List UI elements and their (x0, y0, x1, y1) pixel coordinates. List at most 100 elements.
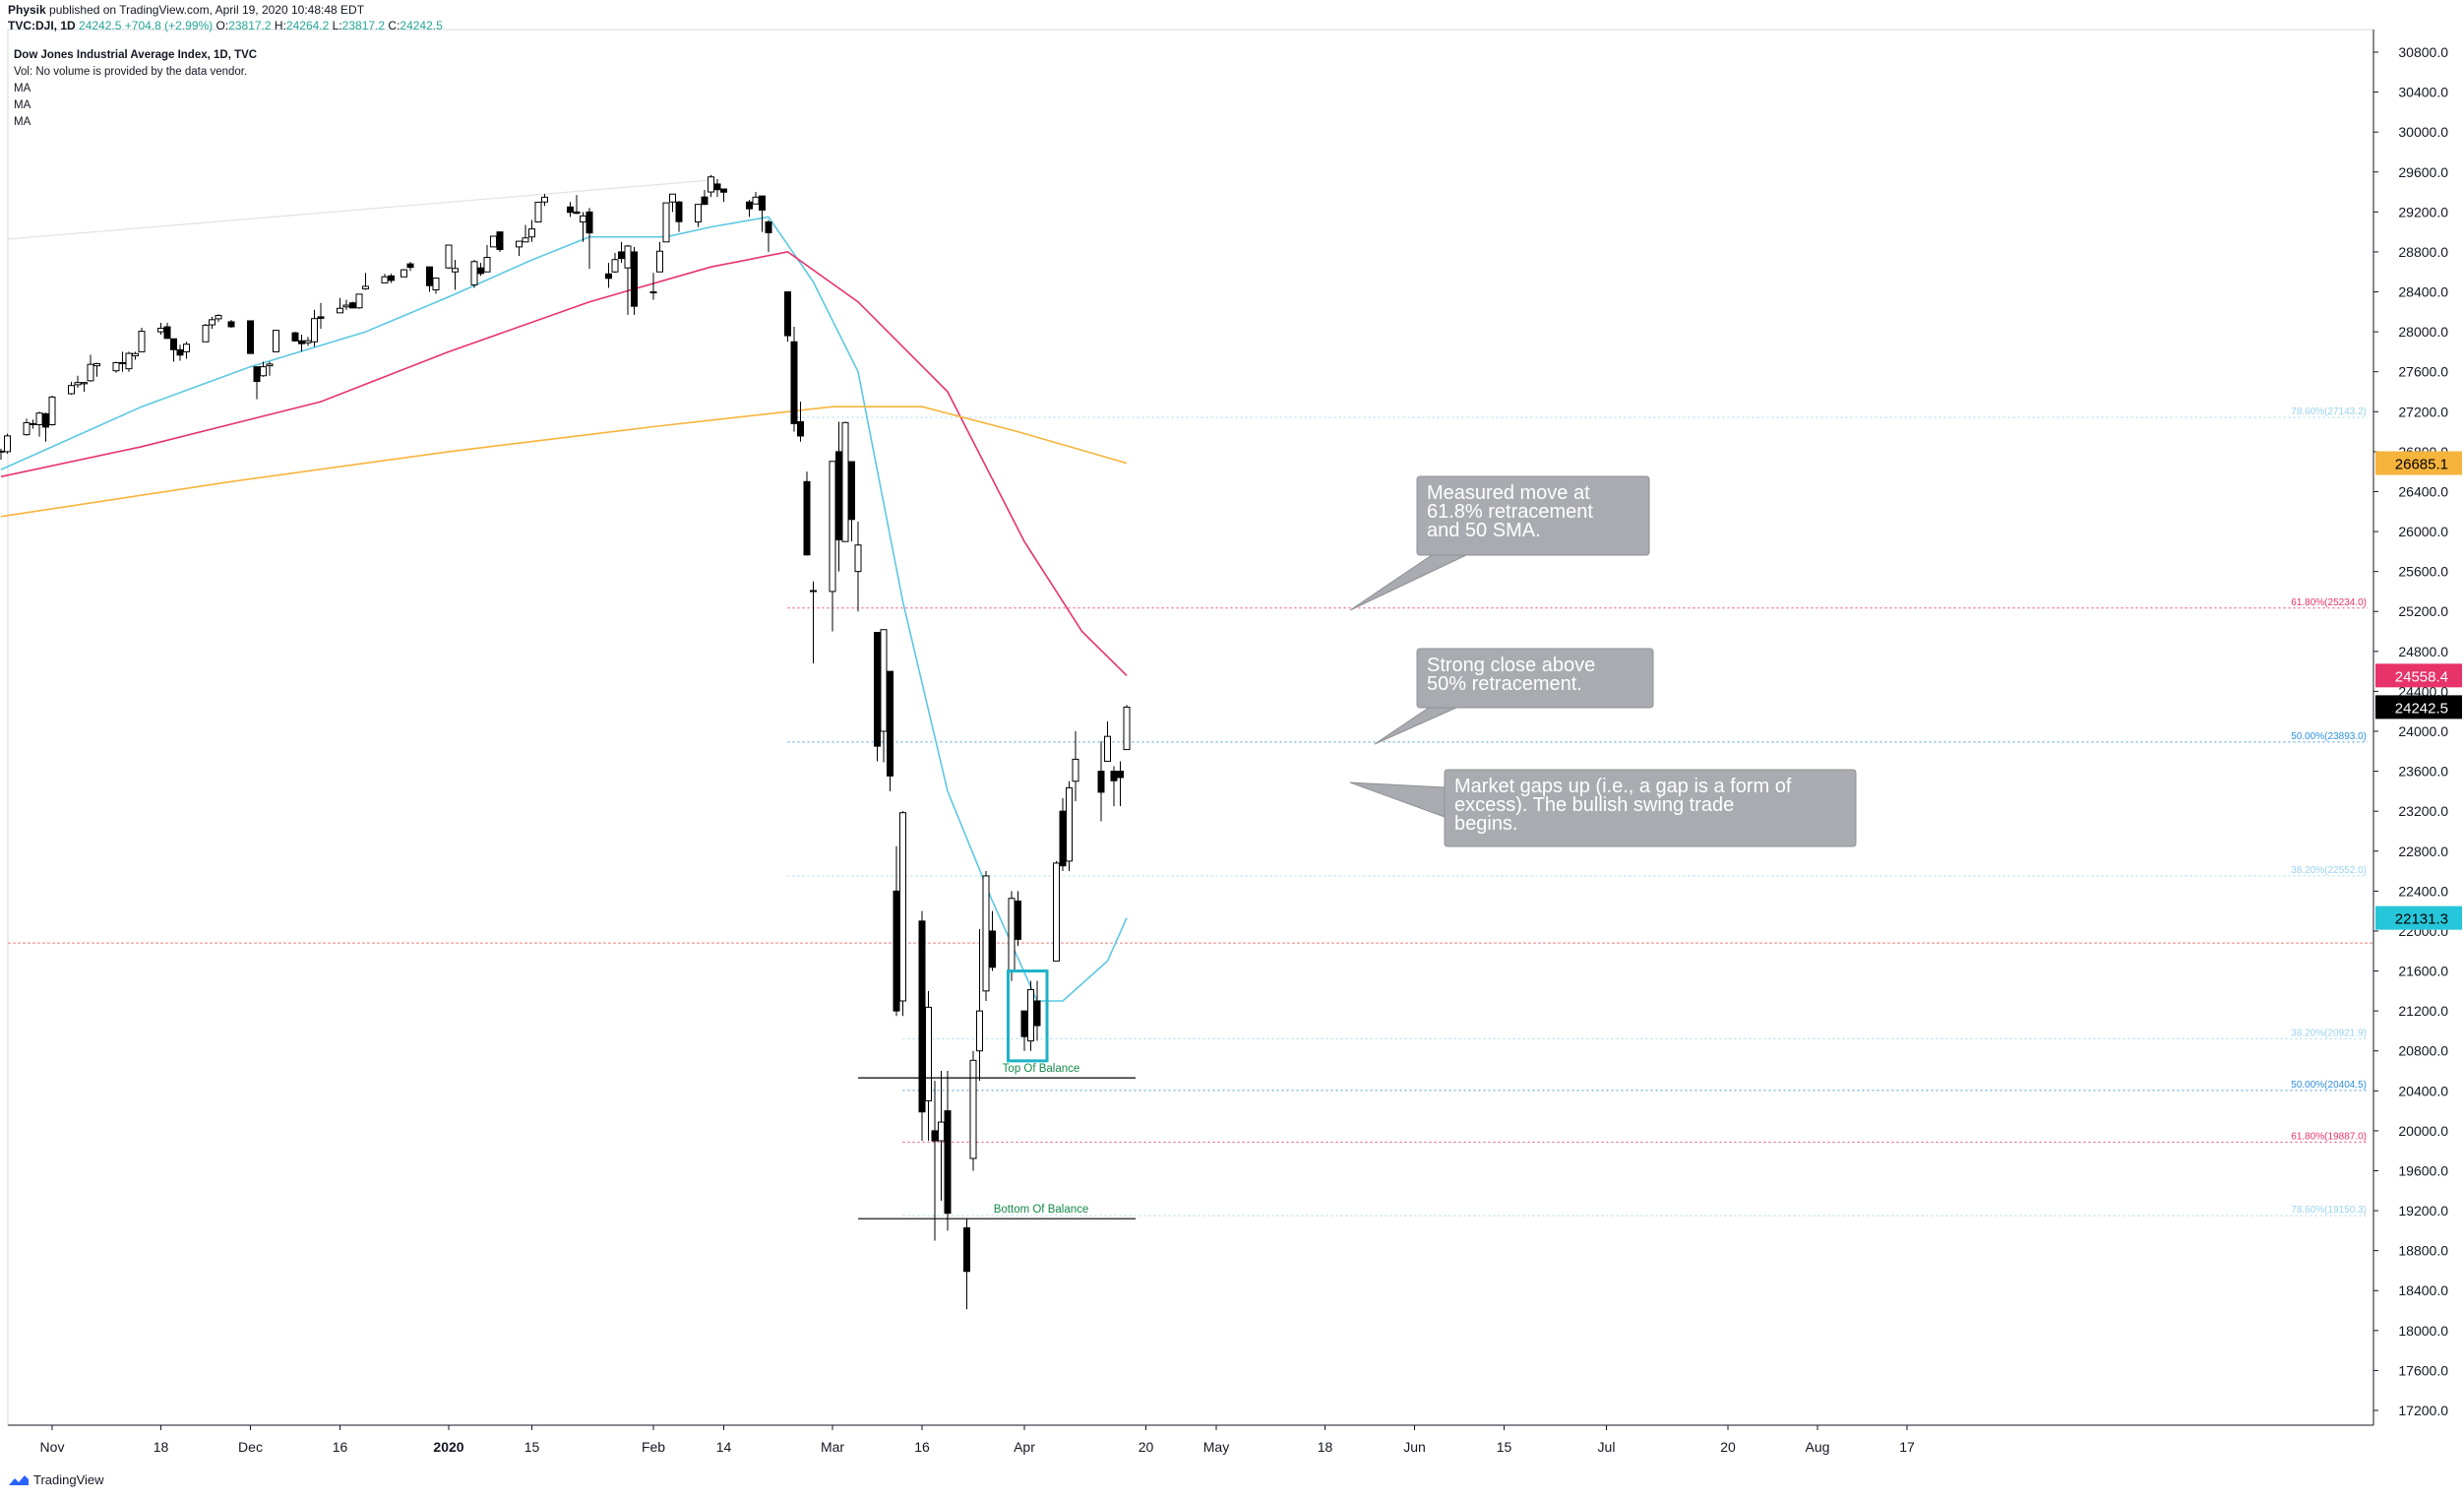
candle (1008, 891, 1016, 981)
candle (170, 338, 177, 362)
candle (202, 324, 210, 343)
legend-volume[interactable]: Vol: No volume is provided by the data v… (14, 66, 248, 78)
candle-body (765, 221, 772, 233)
time-tick-label: 15 (524, 1439, 540, 1455)
candle-body (899, 812, 906, 1002)
close-label: C: (388, 19, 400, 32)
fib-level-label: 50.00%(23893.0) (2291, 731, 2367, 742)
candle (669, 193, 676, 213)
price-tick-label: 18800.0 (2398, 1243, 2448, 1259)
candle (541, 194, 548, 207)
candle-body (708, 176, 714, 193)
candle (381, 274, 389, 283)
annotation-box (1416, 475, 1650, 556)
annotation-text: 50% retracement. (1427, 673, 1582, 695)
candle (701, 190, 708, 206)
candle (1059, 797, 1067, 872)
price-badge (2375, 663, 2462, 688)
candle-body (304, 340, 312, 344)
annotation-text: Market gaps up (i.e., a gap is a form of (1454, 776, 1792, 797)
time-tick-label: 20 (1139, 1439, 1154, 1455)
legend-title[interactable]: Dow Jones Industrial Average Index, 1D, … (14, 49, 258, 61)
candle-body (4, 435, 11, 453)
candle (790, 327, 798, 432)
candle-body (35, 412, 43, 425)
candle-body (496, 231, 504, 251)
candle (887, 670, 893, 791)
candle-body (989, 930, 996, 969)
candle-body (848, 461, 855, 521)
candle (93, 362, 100, 377)
price-tick-label: 26400.0 (2398, 483, 2448, 499)
candle-body (400, 269, 407, 278)
brand-name: TradingView (33, 1472, 104, 1487)
candle (0, 448, 5, 460)
candle-body (266, 363, 274, 367)
candle-body (30, 422, 36, 425)
candle (1123, 705, 1131, 751)
candle (893, 845, 900, 1017)
time-tick-label: May (1203, 1439, 1229, 1455)
candle-body (1033, 1000, 1041, 1027)
price-tick-label: 20400.0 (2398, 1083, 2448, 1098)
candle (68, 381, 75, 396)
candle (534, 201, 542, 223)
candle (445, 244, 453, 270)
fib-level-label: 61.80%(25234.0) (2291, 597, 2367, 608)
candle (247, 320, 254, 354)
candle (944, 1071, 952, 1231)
legend-ma-1[interactable]: MA (14, 83, 31, 94)
candle (713, 178, 721, 198)
time-tick-label: Aug (1806, 1439, 1830, 1455)
candle-body (112, 361, 120, 372)
candle-body (746, 201, 753, 210)
legend-ma-3[interactable]: MA (14, 116, 31, 128)
annotation-pointer (1349, 554, 1467, 611)
candle-body (649, 291, 657, 294)
price-badge-label: 26685.1 (2395, 457, 2448, 473)
chart-gridlines (7, 29, 2374, 1426)
candle (355, 293, 363, 309)
candle-body (675, 201, 683, 222)
candle-body (183, 344, 190, 352)
candle-body (784, 291, 791, 337)
candle (138, 328, 146, 352)
candle (695, 204, 702, 227)
candle-body (445, 244, 453, 269)
price-badge-label: 24558.4 (2395, 668, 2448, 685)
footer-brand[interactable]: TradingView (8, 1472, 104, 1487)
candle (490, 235, 497, 248)
price-axis[interactable]: 30800.0 30400.0 30000.0 29600.0 29200.0 28800… (8, 30, 2462, 1455)
legend-ma-2[interactable]: MA (14, 99, 31, 111)
candle-body (759, 195, 766, 211)
author-name[interactable]: Physik (8, 3, 46, 17)
candle-body (854, 544, 862, 573)
price-tick-label: 28800.0 (2398, 244, 2448, 260)
annotation-text: begins. (1454, 813, 1518, 835)
price-tick-label: 28000.0 (2398, 324, 2448, 340)
price-tick-label: 25200.0 (2398, 603, 2448, 619)
low-value: 23817.2 (341, 19, 386, 32)
candle (1104, 720, 1111, 762)
candle-body (662, 202, 670, 243)
fib-level-label: 38.20%(20921.9) (2291, 1028, 2367, 1038)
candle (87, 354, 94, 382)
candle (426, 266, 433, 292)
price-tick-label: 17600.0 (2398, 1362, 2448, 1378)
symbol-label[interactable]: TVC:DJI, 1D (8, 19, 76, 32)
price-tick-label: 24000.0 (2398, 723, 2448, 739)
candle-body (317, 316, 325, 319)
candle-body (81, 382, 88, 385)
candle (388, 274, 395, 283)
candle (163, 322, 171, 340)
candle (662, 202, 670, 243)
candle-body (1104, 735, 1111, 762)
candle-body (656, 250, 663, 273)
candle-body (253, 366, 261, 383)
candle-body (669, 193, 676, 203)
open-value: 23817.2 (228, 19, 272, 32)
candle (183, 342, 190, 359)
candle (1033, 980, 1041, 1041)
